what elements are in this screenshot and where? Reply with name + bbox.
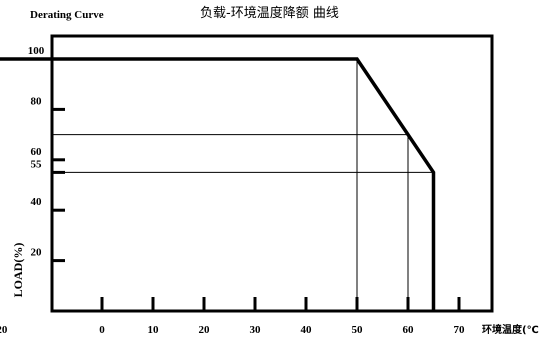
x-tick-label: -20 <box>0 324 8 336</box>
y-axis-label: LOAD(%) <box>11 243 25 298</box>
y-tick-label: 20 <box>31 247 43 259</box>
y-tick-label: 60 <box>31 146 43 158</box>
chart-title-cn: 负载-环境温度降额 曲线 <box>200 5 339 21</box>
x-tick-label: 60 <box>403 324 415 336</box>
guide-lines <box>52 59 434 311</box>
x-tick-label: 20 <box>199 324 211 336</box>
plot-frame <box>50 34 494 313</box>
y-tick-label: 100 <box>28 45 45 57</box>
x-tick-label: 40 <box>301 324 313 336</box>
chart-title-en: Derating Curve <box>30 9 104 21</box>
x-tick-label: 10 <box>148 324 160 336</box>
ticks: -200102030405060702040556080100 <box>0 45 465 336</box>
x-axis-label: 环境温度(℃) <box>482 323 539 336</box>
y-tick-label: 40 <box>31 196 43 208</box>
x-tick-label: 70 <box>454 324 466 336</box>
y-tick-label: 55 <box>31 158 43 170</box>
series <box>0 57 436 311</box>
y-tick-label: 80 <box>31 95 43 107</box>
x-tick-label: 0 <box>99 324 105 336</box>
x-tick-label: 50 <box>352 324 364 336</box>
derating-curve <box>0 57 436 311</box>
x-tick-label: 30 <box>250 324 262 336</box>
